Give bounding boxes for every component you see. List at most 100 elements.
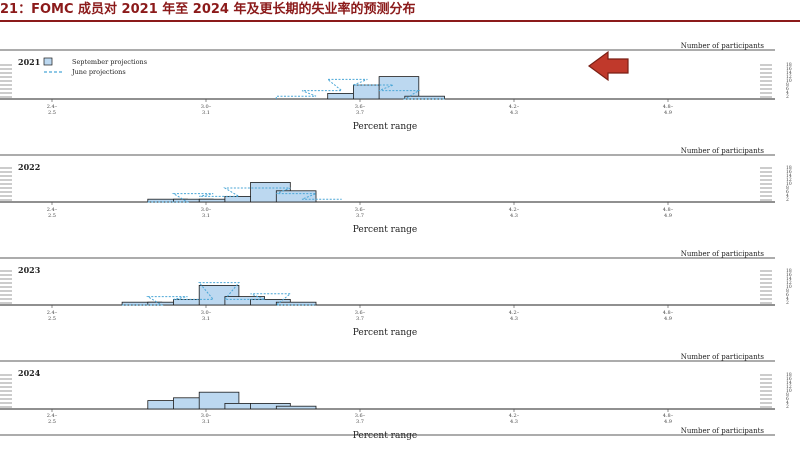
xtick-label-bottom: 4.3 — [510, 213, 518, 219]
xtick-label-bottom: 4.9 — [664, 316, 672, 322]
ytick-label: 4 — [786, 296, 789, 302]
legend-swatch-september — [43, 57, 53, 66]
ytick-label: 2 — [786, 300, 789, 306]
page-title: 21：FOMC 成员对 2021 年至 2024 年及更长期的失业率的预测分布 — [0, 0, 800, 22]
xtick-label-top: 3.6– — [355, 207, 366, 213]
xtick-label-bottom: 3.7 — [356, 419, 364, 425]
xtick-label-top: 2.4– — [47, 310, 58, 316]
xlabel: Percent range — [353, 431, 417, 441]
xtick-label-top: 3.0– — [201, 104, 212, 110]
ytick-label: 18 — [786, 165, 792, 171]
ytick-label: 6 — [786, 86, 789, 92]
chart-panel-longer-run: Number of participants — [0, 427, 775, 436]
year-label: 2024 — [18, 368, 41, 378]
bar-4.8–4.9 — [378, 76, 420, 100]
year-label: 2023 — [18, 265, 41, 275]
ytick-label: 8 — [786, 288, 789, 294]
june-projection-line — [275, 78, 445, 100]
xtick-label-top: 4.8– — [663, 207, 674, 213]
ytick-label: 16 — [786, 169, 792, 175]
ytick-label: 6 — [786, 189, 789, 195]
xtick-label-bottom: 3.1 — [202, 419, 210, 425]
ytick-label: 12 — [786, 280, 792, 286]
xtick-label-top: 2.4– — [47, 207, 58, 213]
xtick-label-bottom: 4.9 — [664, 213, 672, 219]
ylabel: Number of participants — [681, 147, 765, 155]
xtick-label-bottom: 3.1 — [202, 316, 210, 322]
bar-5.0–5.1 — [404, 95, 445, 100]
xtick-label-top: 4.8– — [663, 104, 674, 110]
ytick-label: 6 — [786, 396, 789, 402]
ytick-label: 2 — [786, 94, 789, 100]
xtick-label-top: 4.8– — [663, 310, 674, 316]
ytick-label: 14 — [786, 276, 792, 282]
xtick-label-bottom: 3.1 — [202, 110, 210, 116]
ytick-label: 10 — [786, 388, 792, 394]
xtick-label-top: 4.8– — [663, 413, 674, 419]
xtick-label-bottom: 4.9 — [664, 110, 672, 116]
xtick-label-bottom: 2.5 — [48, 419, 56, 425]
xtick-label-top: 3.0– — [201, 207, 212, 213]
ytick-label: 14 — [786, 173, 792, 179]
ytick-label: 2 — [786, 197, 789, 203]
ylabel: Number of participants — [681, 427, 765, 435]
ytick-label: 10 — [786, 284, 792, 290]
xtick-label-top: 4.2– — [509, 104, 520, 110]
ylabel: Number of participants — [681, 250, 765, 258]
xtick-label-top: 4.2– — [509, 310, 520, 316]
bar-4.0–4.1 — [275, 190, 317, 203]
xtick-label-bottom: 2.5 — [48, 316, 56, 322]
legend-september: September projections — [72, 58, 147, 66]
xtick-label-top: 4.2– — [509, 207, 520, 213]
xtick-label-top: 3.6– — [355, 413, 366, 419]
year-label: 2022 — [18, 162, 40, 172]
ytick-label: 16 — [786, 66, 792, 72]
xtick-label-bottom: 2.5 — [48, 213, 56, 219]
xtick-label-top: 3.6– — [355, 104, 366, 110]
xlabel: Percent range — [353, 328, 417, 338]
ytick-label: 14 — [786, 380, 792, 386]
xtick-label-bottom: 3.7 — [356, 213, 364, 219]
ytick-label: 4 — [786, 400, 789, 406]
year-label: 2021 — [18, 57, 40, 67]
ytick-label: 4 — [786, 90, 789, 96]
ytick-label: 12 — [786, 74, 792, 80]
xtick-label-top: 3.0– — [201, 413, 212, 419]
xtick-label-bottom: 4.3 — [510, 316, 518, 322]
xtick-label-bottom: 4.3 — [510, 110, 518, 116]
xtick-label-top: 4.2– — [509, 413, 520, 419]
ytick-label: 14 — [786, 70, 792, 76]
june-projection-line — [147, 187, 342, 203]
ylabel: Number of participants — [681, 42, 765, 50]
ytick-label: 8 — [786, 392, 789, 398]
ytick-label: 2 — [786, 404, 789, 410]
xtick-label-bottom: 4.3 — [510, 419, 518, 425]
annotation-arrow — [587, 50, 629, 82]
xtick-label-bottom: 2.5 — [48, 110, 56, 116]
ytick-label: 10 — [786, 181, 792, 187]
legend-june: June projections — [71, 68, 126, 76]
xtick-label-bottom: 4.9 — [664, 419, 672, 425]
bar-4.0–4.1 — [275, 405, 317, 410]
xtick-label-top: 3.6– — [355, 310, 366, 316]
ytick-label: 18 — [786, 62, 792, 68]
ytick-label: 18 — [786, 372, 792, 378]
ytick-label: 16 — [786, 376, 792, 382]
ytick-label: 4 — [786, 193, 789, 199]
xtick-label-top: 3.0– — [201, 310, 212, 316]
xtick-label-bottom: 3.7 — [356, 110, 364, 116]
ytick-label: 8 — [786, 185, 789, 191]
xtick-label-top: 2.4– — [47, 104, 58, 110]
ytick-label: 10 — [786, 78, 792, 84]
ytick-label: 12 — [786, 384, 792, 390]
xlabel: Percent range — [353, 225, 417, 235]
xtick-label-bottom: 3.1 — [202, 213, 210, 219]
ytick-label: 16 — [786, 272, 792, 278]
ytick-label: 6 — [786, 292, 789, 298]
ylabel: Number of participants — [681, 353, 765, 361]
